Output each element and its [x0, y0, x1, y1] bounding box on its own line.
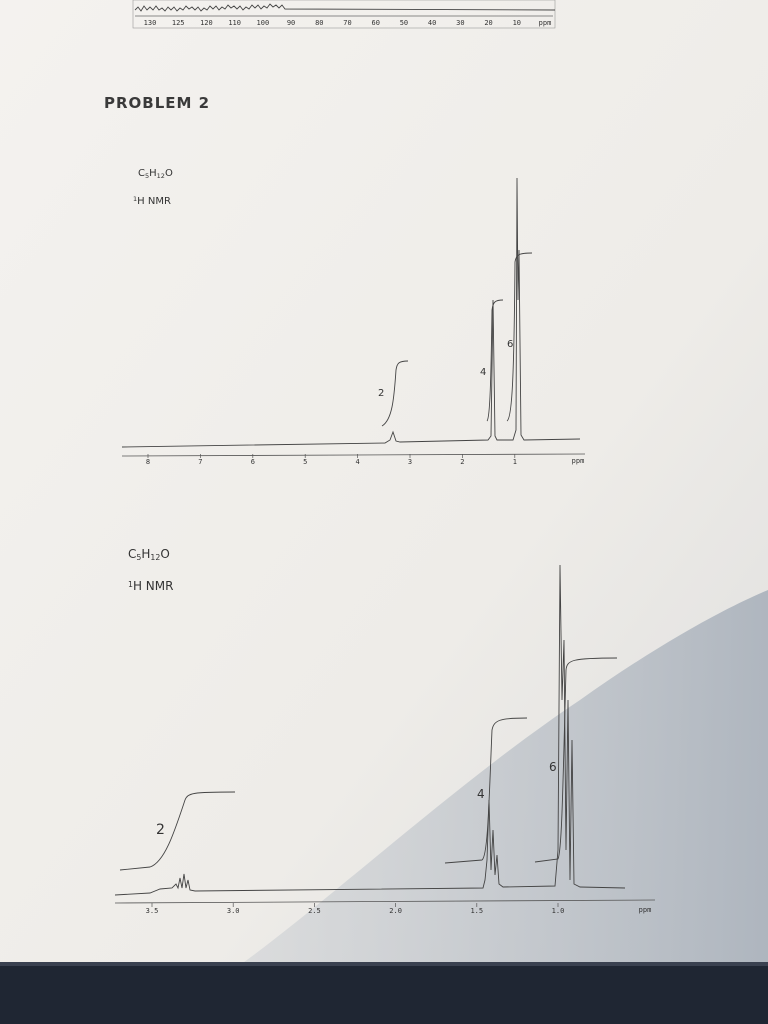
axis-tick-label: 3	[408, 458, 412, 466]
axis-tick-label: 2.0	[389, 907, 402, 915]
integration-label: 2	[378, 388, 384, 399]
formula-part: H	[141, 547, 150, 561]
integration-label: 4	[477, 787, 485, 801]
method: 1H NMR	[128, 579, 173, 593]
superscript: 1	[128, 580, 133, 589]
ruler-label: 10	[513, 19, 521, 27]
integration-label: 6	[507, 339, 513, 350]
axis	[121, 453, 586, 457]
ruler-box	[132, 0, 556, 29]
integration-label: 6	[549, 760, 557, 774]
superscript: 1	[133, 195, 137, 203]
axis-tick-label: 1.0	[552, 907, 565, 915]
paper-edge	[0, 962, 768, 966]
ruler-label: 100	[257, 19, 270, 27]
ruler-label: 120	[200, 19, 213, 27]
axis-tick-label: 1.5	[470, 907, 483, 915]
ruler-label: 80	[315, 19, 323, 27]
ruler-label: 30	[456, 19, 464, 27]
formula-part: O	[165, 168, 173, 179]
formula: C5H12O	[138, 168, 173, 180]
integration-curve	[506, 252, 533, 422]
axis-tick-label: 2.5	[308, 907, 321, 915]
subscript: 5	[136, 553, 141, 562]
axis-tick-label: 7	[198, 458, 202, 466]
ruler-label: 60	[371, 19, 379, 27]
integration-label: 4	[480, 367, 486, 378]
ruler-label: 20	[484, 19, 492, 27]
table-edge	[0, 965, 768, 1024]
formula-part: O	[160, 547, 169, 561]
ruler-label: 90	[287, 19, 295, 27]
integration-curve	[444, 717, 528, 864]
axis-unit: ppm	[572, 457, 585, 465]
ruler-label: 130	[144, 19, 157, 27]
axis-tick-label: 4	[355, 458, 359, 466]
method: 1H NMR	[133, 195, 171, 207]
integration-curve	[119, 791, 236, 871]
integration-curve	[534, 657, 618, 863]
axis-tick-label: 3.5	[146, 907, 159, 915]
subscript: 5	[145, 172, 149, 180]
spectrum-2: C5H12O 1H NMR 2 4 6 3.5 3.0 2.5 2.0 1.5 1.0 pp…	[114, 547, 656, 915]
axis-tick-label: 5	[303, 458, 307, 466]
axis	[114, 899, 656, 904]
method-text: H NMR	[133, 579, 174, 593]
ruler-label: 50	[400, 19, 408, 27]
ruler-label: ppm	[539, 19, 552, 27]
integration-curve	[486, 299, 504, 422]
ruler-label: 110	[228, 19, 241, 27]
axis-tick-label: 2	[460, 458, 464, 466]
method-text: H NMR	[137, 196, 171, 207]
formula: C5H12O	[128, 547, 170, 562]
title: PROBLEM 2	[104, 94, 210, 112]
integration-label: 2	[156, 822, 165, 838]
axis-unit: ppm	[639, 906, 652, 914]
spectrum-trace	[121, 177, 581, 448]
ruler-label: 70	[343, 19, 351, 27]
ruler-label: 40	[428, 19, 436, 27]
formula-part: C	[128, 547, 136, 561]
ruler-label: 125	[172, 19, 185, 27]
axis-tick-label: 6	[251, 458, 255, 466]
noise-trace	[134, 3, 556, 12]
top-ruler: 130 125 120 110 100 90 80 70 60 50 40 30 20 10 ppm	[132, 0, 556, 29]
axis-tick-label: 3.0	[227, 907, 240, 915]
shadow	[240, 590, 768, 965]
integration-curve	[381, 360, 409, 427]
axis-tick-label: 1	[513, 458, 517, 466]
subscript: 12	[150, 553, 160, 562]
spectrum-1: C5H12O 1H NMR 2 4 6 8 7 6 5 4 3 2 1 ppm	[121, 168, 586, 466]
formula-part: H	[149, 168, 157, 179]
axis-tick-label: 8	[146, 458, 150, 466]
subscript: 12	[157, 172, 165, 180]
spectrum-trace	[114, 564, 626, 896]
formula-part: C	[138, 168, 145, 179]
